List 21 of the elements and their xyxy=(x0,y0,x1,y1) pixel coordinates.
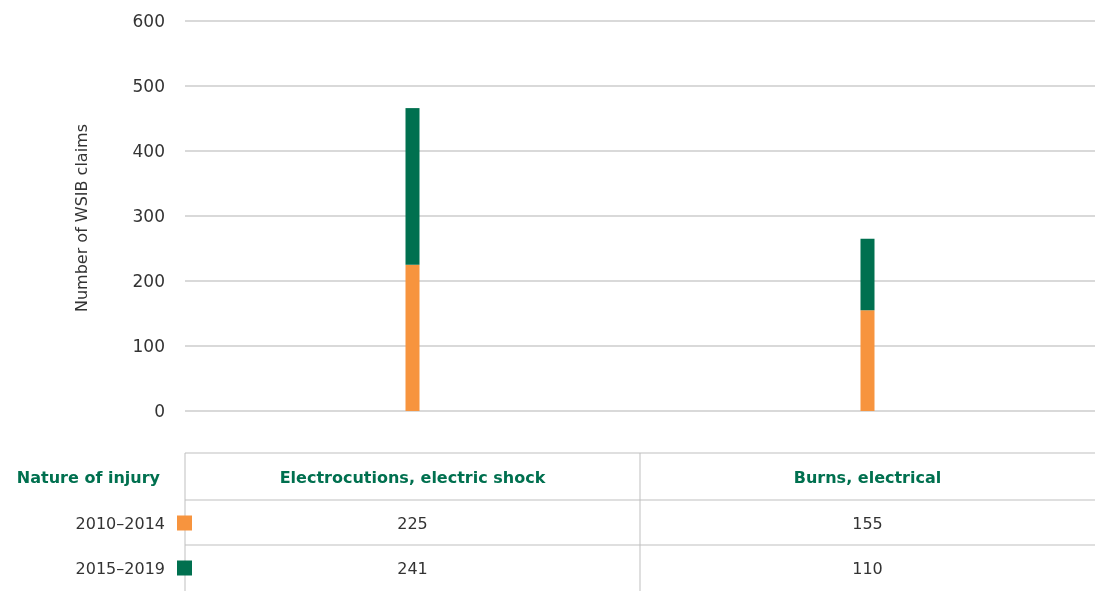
y-tick-label: 200 xyxy=(132,270,165,291)
bar xyxy=(405,108,420,265)
y-tick-label: 500 xyxy=(132,75,165,96)
bar xyxy=(405,264,420,411)
data-label: 241 xyxy=(397,558,428,578)
x-tick-label: Burns, electrical xyxy=(793,467,942,487)
y-tick-label: 100 xyxy=(132,335,165,356)
legend-label: 2010–2014 xyxy=(75,513,165,533)
x-tick-label: Electrocutions, electric shock xyxy=(279,467,546,487)
x-axis-title: Nature of injury xyxy=(16,467,161,487)
y-tick-label: 0 xyxy=(154,400,165,421)
y-tick-label: 400 xyxy=(132,140,165,161)
data-label: 110 xyxy=(852,558,883,578)
data-label: 155 xyxy=(852,513,883,533)
bar xyxy=(860,310,875,411)
y-tick-label: 600 xyxy=(132,10,165,31)
legend-label: 2015–2019 xyxy=(75,558,165,578)
y-tick-label: 300 xyxy=(132,205,165,226)
y-axis-title: Number of WSIB claims xyxy=(72,123,91,313)
bar xyxy=(860,238,875,311)
data-label: 225 xyxy=(397,513,428,533)
